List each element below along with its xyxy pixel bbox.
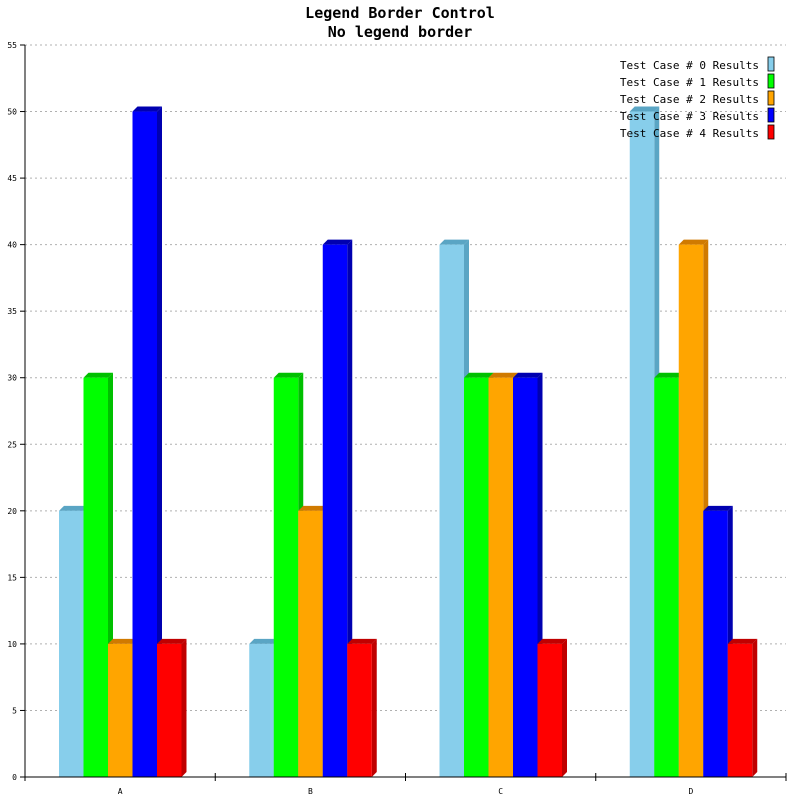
y-tick-label: 45	[7, 174, 17, 183]
x-tick-label: C	[498, 787, 503, 796]
bar	[537, 638, 567, 777]
bar-front-face	[322, 244, 348, 778]
bar-top-face	[464, 372, 494, 378]
legend-item: Test Case # 4 Results	[620, 124, 775, 140]
legend-swatch	[767, 90, 775, 106]
legend-label: Test Case # 2 Results	[620, 93, 759, 106]
legend-swatch	[767, 73, 775, 89]
bar-front-face	[727, 643, 753, 777]
bar-top-face	[298, 505, 328, 511]
bar-front-face	[347, 643, 372, 777]
bar-front-face	[654, 377, 679, 777]
legend-swatch	[767, 56, 775, 72]
legend-label: Test Case # 3 Results	[620, 110, 759, 123]
bar	[727, 638, 758, 777]
y-tick-label: 5	[12, 706, 17, 715]
bar-top-face	[654, 372, 684, 378]
bar-side-face	[157, 106, 162, 777]
legend-item: Test Case # 0 Results	[620, 56, 775, 72]
bar-top-face	[322, 239, 353, 245]
bar-top-face	[157, 638, 187, 644]
bar-front-face	[249, 643, 274, 777]
y-tick-label: 20	[7, 507, 17, 516]
bar	[132, 106, 162, 777]
legend-label: Test Case # 0 Results	[620, 59, 759, 72]
y-tick-label: 15	[7, 573, 17, 582]
y-tick-label: 25	[7, 440, 17, 449]
bar-front-face	[464, 377, 489, 777]
legend-label: Test Case # 1 Results	[620, 76, 759, 89]
bar	[322, 239, 353, 778]
bar	[703, 505, 733, 777]
x-tick-label: A	[118, 787, 123, 796]
y-tick-label: 10	[7, 640, 17, 649]
bar-top-face	[347, 638, 377, 644]
bars-group	[59, 106, 758, 778]
legend-item: Test Case # 1 Results	[620, 73, 775, 89]
bar-top-face	[59, 505, 89, 511]
bar	[347, 638, 377, 777]
bar-side-face	[181, 638, 187, 777]
x-tick-label: D	[688, 787, 693, 796]
bar-top-face	[488, 372, 518, 378]
legend-swatch	[767, 107, 775, 123]
legend-label: Test Case # 4 Results	[620, 127, 759, 140]
bar	[157, 638, 187, 777]
bar-front-face	[132, 111, 157, 777]
legend-item: Test Case # 2 Results	[620, 90, 775, 106]
y-tick-label: 50	[7, 108, 17, 117]
legend-swatch	[767, 124, 775, 140]
bar-top-face	[678, 239, 709, 245]
chart-title: Legend Border Control	[305, 4, 495, 22]
bar-front-face	[298, 510, 323, 777]
bar-top-face	[83, 372, 113, 378]
bar-top-face	[439, 239, 469, 245]
bar-front-face	[488, 377, 513, 777]
bar-front-face	[703, 510, 728, 777]
bar-top-face	[249, 638, 279, 644]
y-tick-label: 40	[7, 241, 17, 250]
legend: Test Case # 0 Results Test Case # 1 Resul…	[620, 56, 775, 140]
x-tick-label: B	[308, 787, 313, 796]
bar-side-face	[752, 638, 758, 777]
bar-front-face	[678, 244, 704, 778]
y-tick-label: 55	[7, 41, 17, 50]
bar-top-face	[108, 638, 138, 644]
y-tick-label: 0	[12, 773, 17, 782]
y-tick-label: 35	[7, 307, 17, 316]
bar-top-face	[273, 372, 304, 378]
bar-top-face	[703, 505, 733, 511]
bar-front-face	[59, 510, 84, 777]
bar-front-face	[513, 377, 538, 777]
bar-front-face	[273, 377, 299, 777]
bar-top-face	[513, 372, 543, 378]
bar-front-face	[83, 377, 108, 777]
chart-subtitle: No legend border	[328, 23, 473, 41]
bar-front-face	[629, 111, 655, 777]
bar-top-face	[132, 106, 162, 112]
axes-group: 0 5 10 15 20 25 30 35 40 45 50 55 A B C D	[7, 41, 787, 796]
bar	[513, 372, 543, 777]
bar-top-face	[629, 106, 660, 112]
bar-top-face	[727, 638, 758, 644]
y-tick-label: 30	[7, 374, 17, 383]
bar-top-face	[537, 638, 567, 644]
bar-front-face	[537, 643, 562, 777]
bar-side-face	[562, 638, 567, 777]
bar-side-face	[371, 638, 377, 777]
legend-item: Test Case # 3 Results	[620, 107, 775, 123]
bar-front-face	[439, 244, 464, 778]
bar-front-face	[157, 643, 182, 777]
bar-front-face	[108, 643, 133, 777]
